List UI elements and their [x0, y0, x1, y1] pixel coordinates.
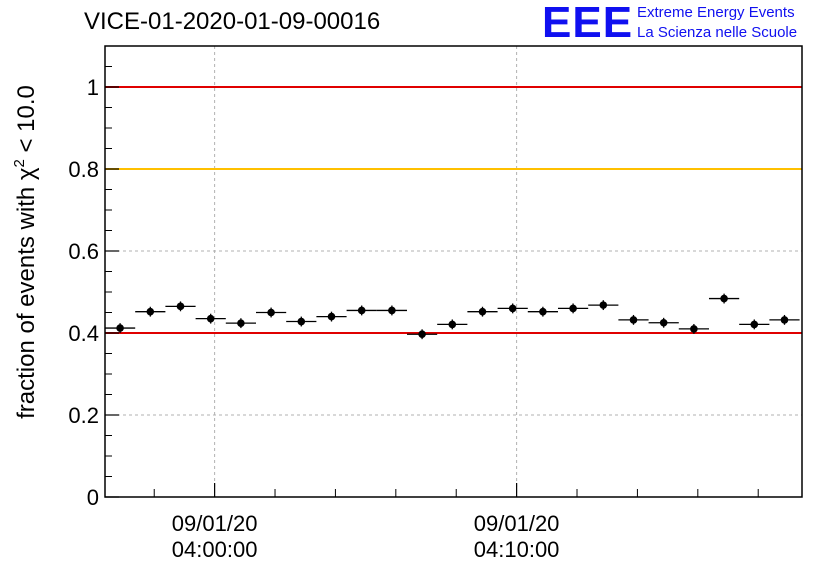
- y-tick-label: 0.2: [68, 403, 99, 428]
- data-point: [267, 308, 275, 317]
- y-axis-label-chi: χ: [13, 167, 40, 180]
- y-tick-label: 0: [87, 485, 99, 510]
- data-point: [478, 307, 487, 316]
- data-point: [780, 316, 789, 324]
- data-point: [569, 304, 577, 313]
- y-axis-label: fraction of events with χ2 < 10.0: [11, 85, 40, 419]
- data-point: [448, 320, 457, 329]
- data-point: [659, 318, 668, 327]
- y-axis-label-sup: 2: [11, 159, 28, 167]
- data-point: [599, 301, 608, 309]
- logo-subtitle-1: Extreme Energy Events: [637, 4, 795, 21]
- reference-lines: [105, 86, 802, 334]
- data-point: [539, 307, 547, 316]
- data-point: [388, 306, 396, 315]
- y-tick-label: 0.4: [68, 321, 99, 346]
- y-tick-label: 0.8: [68, 157, 99, 182]
- data-point: [720, 294, 728, 303]
- data-point: [206, 314, 215, 323]
- axes: 00.20.40.60.8109/01/2004:00:0009/01/2004…: [68, 66, 759, 562]
- y-tick-label: 0.6: [68, 239, 99, 264]
- data-point: [629, 316, 638, 324]
- y-axis-label-prefix: fraction of events with: [13, 180, 40, 419]
- y-axis-label-suffix: < 10.0: [13, 85, 40, 159]
- plot-frame: [104, 45, 803, 498]
- data-point: [357, 306, 366, 315]
- x-tick-label-date: 09/01/20: [172, 511, 258, 536]
- data-point: [690, 325, 698, 333]
- x-tick-label-date: 09/01/20: [474, 511, 560, 536]
- grid-layer: [105, 46, 802, 497]
- data-point: [146, 307, 155, 316]
- data-point: [116, 324, 124, 332]
- data-point: [297, 317, 306, 326]
- y-tick-label: 1: [87, 75, 99, 100]
- data-point: [176, 302, 185, 311]
- eee-logo: EEE Extreme Energy Events La Scienza nel…: [540, 0, 830, 46]
- x-tick-label-time: 04:10:00: [474, 537, 560, 562]
- chart-title: VICE-01-2020-01-09-00016: [84, 8, 381, 35]
- data-point: [508, 304, 517, 313]
- data-point: [327, 312, 336, 321]
- x-tick-label-time: 04:00:00: [172, 537, 258, 562]
- data-point: [237, 319, 245, 327]
- data-points: [105, 293, 800, 340]
- eee-logo-mark: EEE: [542, 0, 634, 47]
- data-point: [750, 320, 759, 329]
- logo-subtitle-2: La Scienza nelle Scuole: [637, 24, 798, 41]
- data-point: [418, 330, 426, 339]
